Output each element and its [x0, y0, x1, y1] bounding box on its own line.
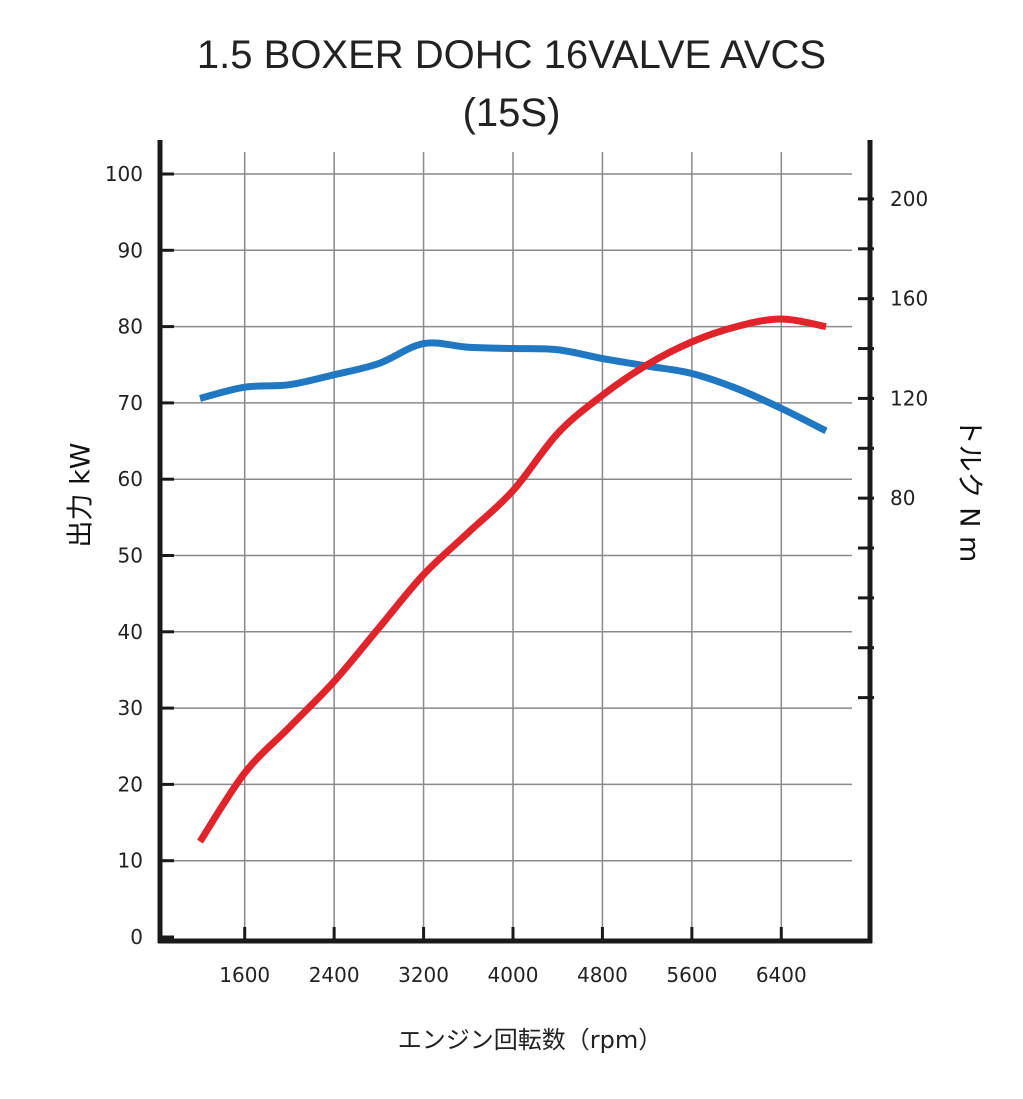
- y-axis-right-title: トルク N m: [954, 418, 985, 563]
- chart-title: 1.5 BOXER DOHC 16VALVE AVCS: [196, 33, 827, 77]
- y-axis-left-title: 出力 kW: [66, 443, 97, 548]
- y-left-tick-label: 100: [105, 162, 143, 186]
- y-left-tick-label: 30: [118, 696, 143, 720]
- x-tick-label: 4800: [577, 963, 628, 987]
- y-left-tick-label: 50: [118, 544, 143, 568]
- y-right-tick-label: 80: [890, 486, 915, 510]
- x-tick-label: 6400: [756, 963, 807, 987]
- x-tick-label: 2400: [309, 963, 360, 987]
- y-left-tick-label: 80: [118, 315, 143, 339]
- series-lines: [197, 315, 828, 844]
- grid: [160, 152, 852, 941]
- y-left-tick-label: 90: [118, 238, 143, 262]
- y-right-tick-label: 160: [890, 287, 928, 311]
- y-left-tick-label: 40: [118, 620, 143, 644]
- x-tick-label: 3200: [398, 963, 449, 987]
- y-left-tick-label: 10: [118, 849, 143, 873]
- x-tick-label: 1600: [219, 963, 270, 987]
- y-right-tick-label: 200: [890, 187, 928, 211]
- x-tick-label: 5600: [666, 963, 717, 987]
- axes: [157, 140, 874, 944]
- y-left-tick-label: 70: [118, 391, 143, 415]
- torque-line: [199, 339, 828, 434]
- y-left-tick-label: 60: [118, 467, 143, 491]
- power-line: [197, 315, 827, 844]
- tick-labels: 0 10 20 30 40 50 60 70 80 90 100 80 120 160 200 1600 240…: [105, 162, 928, 987]
- x-axis-title: エンジン回転数（rpm）: [398, 1026, 662, 1054]
- y-left-tick-label: 20: [118, 772, 143, 796]
- y-right-tick-label: 120: [890, 386, 928, 410]
- y-left-tick-label: 0: [130, 925, 143, 949]
- chart-subtitle: (15S): [462, 91, 561, 135]
- x-tick-label: 4000: [488, 963, 539, 987]
